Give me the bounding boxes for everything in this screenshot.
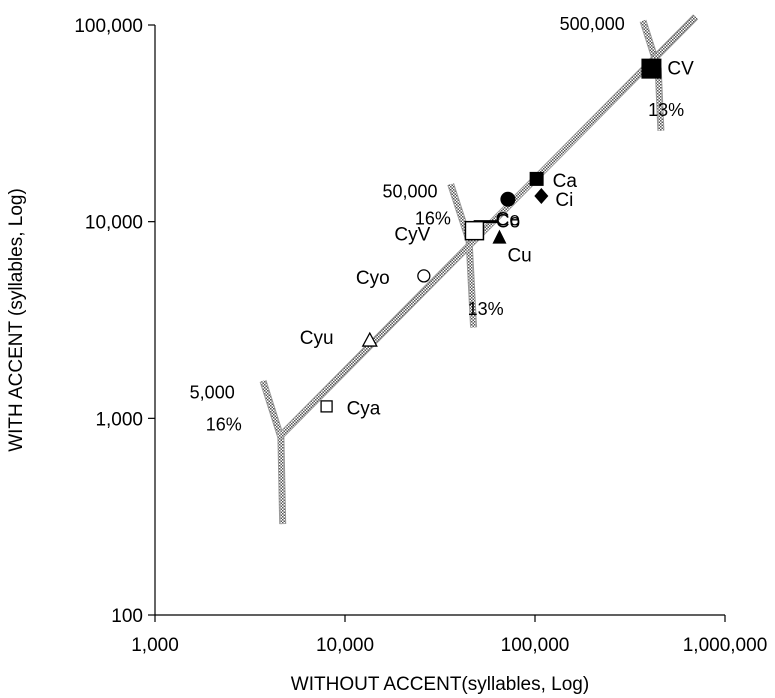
annotation-label: 500,000 bbox=[560, 14, 625, 34]
x-axis-title: WITHOUT ACCENT(syllables, Log) bbox=[291, 674, 589, 695]
x-tick-label: 10,000 bbox=[316, 635, 374, 656]
y-tick-label: 100,000 bbox=[74, 16, 143, 37]
point-label: Cya bbox=[347, 398, 381, 419]
point-cya: Cya bbox=[320, 398, 381, 419]
annotation-label: 50,000 bbox=[383, 182, 438, 202]
point-co: Co bbox=[496, 191, 520, 232]
point-cyu: Cyu bbox=[300, 328, 378, 349]
point-marker bbox=[529, 171, 544, 186]
point-cv: CV bbox=[641, 58, 694, 80]
data-points: CV Ca Co Ci Ce CyV Cu Cyo Cyu Cya bbox=[300, 58, 694, 419]
point-cu: Cu bbox=[492, 229, 532, 267]
axes: 1,000 10,000 100,000 1,000,000 100 1,000 10,00… bbox=[74, 16, 767, 656]
point-marker bbox=[417, 269, 431, 283]
point-label: CyV bbox=[394, 225, 430, 246]
y-tick-label: 10,000 bbox=[85, 213, 143, 234]
point-label: Ci bbox=[555, 190, 573, 211]
point-marker bbox=[361, 331, 378, 347]
trend-line-group bbox=[276, 14, 699, 440]
x-tick-label: 1,000 bbox=[131, 635, 179, 656]
trend-line bbox=[276, 14, 699, 440]
point-marker bbox=[641, 58, 662, 79]
point-label: Ce bbox=[496, 210, 520, 231]
point-marker bbox=[320, 400, 333, 413]
y-axis-title: WITH ACCENT (syllables, Log) bbox=[6, 188, 27, 452]
x-tick-label: 100,000 bbox=[501, 635, 570, 656]
point-label: Cu bbox=[507, 246, 531, 267]
point-label: CV bbox=[667, 59, 694, 80]
x-tick-label: 1,000,000 bbox=[683, 635, 768, 656]
annotation-label: 13% bbox=[648, 100, 684, 120]
annotation-label: 13% bbox=[468, 299, 504, 319]
point-ca: Ca bbox=[529, 171, 578, 192]
y-tick-label: 100 bbox=[111, 606, 143, 627]
point-label: Ca bbox=[553, 171, 578, 192]
trend-line-fill bbox=[277, 15, 698, 440]
annotation-label: 5,000 bbox=[190, 383, 235, 403]
point-label: Co bbox=[496, 211, 520, 232]
point-cyv: CyV bbox=[394, 220, 485, 246]
contour-lines bbox=[259, 19, 665, 525]
point-label: Cyo bbox=[356, 268, 390, 289]
point-ci: Ci bbox=[534, 188, 573, 211]
point-marker bbox=[492, 229, 507, 244]
point-label: Cyu bbox=[300, 328, 334, 349]
annotation-label: 16% bbox=[415, 208, 451, 228]
y-tick-label: 1,000 bbox=[95, 409, 143, 430]
point-marker bbox=[534, 188, 549, 205]
point-marker bbox=[500, 191, 516, 207]
annotations: 5,000 16% 50,000 16% 13% 500,000 13% bbox=[190, 14, 684, 434]
contour-line bbox=[259, 379, 287, 525]
point-marker bbox=[464, 220, 485, 241]
annotation-label: 16% bbox=[206, 415, 242, 435]
point-cyo: Cyo bbox=[356, 268, 431, 289]
